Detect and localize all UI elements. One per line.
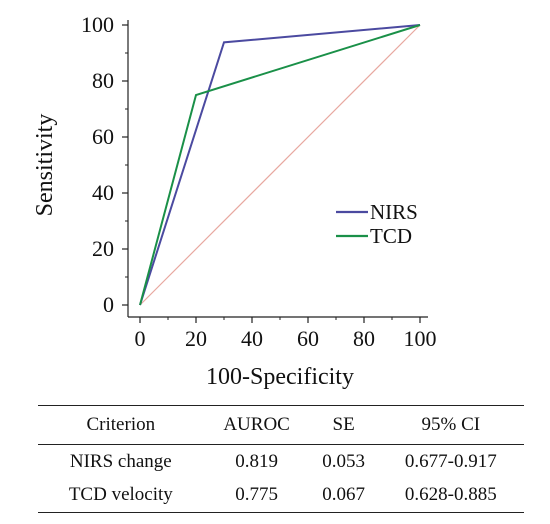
roc-chart: 0 20 40 60 80 100 0 20 40 60 80 100 100-Specificity S…	[32, 12, 437, 390]
legend-label-nirs: NIRS	[370, 200, 418, 224]
header-se: SE	[309, 405, 378, 445]
legend-label-tcd: TCD	[370, 224, 412, 248]
series-line-nirs	[139, 24, 421, 306]
table-row: TCD velocity 0.775 0.067 0.628-0.885	[38, 478, 524, 513]
x-tick-label: 0	[135, 326, 146, 351]
y-axis-title: Sensitivity	[32, 114, 58, 217]
cell-se: 0.067	[309, 478, 378, 513]
reference-line	[139, 24, 421, 306]
x-tick-label: 60	[297, 326, 319, 351]
x-tick-label: 100	[404, 326, 437, 351]
y-tick-label: 100	[81, 12, 114, 37]
cell-auroc: 0.819	[235, 450, 278, 472]
header-ci: 95% CI	[377, 405, 524, 445]
header-criterion: Criterion	[38, 405, 204, 445]
x-tick-label: 80	[353, 326, 375, 351]
stats-table: Criterion AUROC SE 95% CI NIRS change 0.…	[38, 405, 524, 513]
table-header-row: Criterion AUROC SE 95% CI	[38, 405, 524, 445]
cell-ci: 0.628-0.885	[377, 478, 524, 513]
x-tick-label: 20	[185, 326, 207, 351]
cell-criterion: NIRS change	[69, 450, 172, 472]
cell-se: 0.053	[322, 450, 365, 472]
header-auroc: AUROC	[203, 405, 310, 445]
series-line-tcd	[139, 24, 421, 306]
y-tick-label: 20	[92, 236, 114, 261]
table-row: NIRS change 0.819 0.053 0.677-0.917	[38, 445, 524, 479]
x-axis-title: 100-Specificity	[206, 364, 354, 390]
y-tick-label: 80	[92, 68, 114, 93]
y-tick-label: 40	[92, 180, 114, 205]
cell-ci: 0.677-0.917	[404, 450, 497, 472]
cell-auroc: 0.775	[203, 478, 310, 513]
y-tick-label: 0	[103, 292, 114, 317]
cell-criterion: TCD velocity	[38, 478, 204, 513]
x-tick-label: 40	[241, 326, 263, 351]
y-tick-label: 60	[92, 124, 114, 149]
